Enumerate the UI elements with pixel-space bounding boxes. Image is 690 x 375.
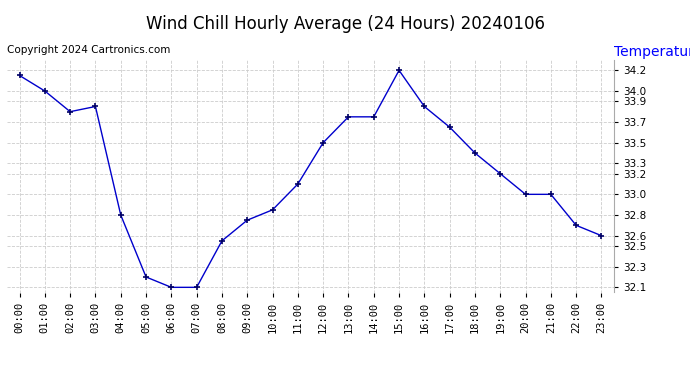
Text: Temperature (°F): Temperature (°F): [614, 45, 690, 59]
Text: Wind Chill Hourly Average (24 Hours) 20240106: Wind Chill Hourly Average (24 Hours) 202…: [146, 15, 544, 33]
Text: Copyright 2024 Cartronics.com: Copyright 2024 Cartronics.com: [7, 45, 170, 55]
